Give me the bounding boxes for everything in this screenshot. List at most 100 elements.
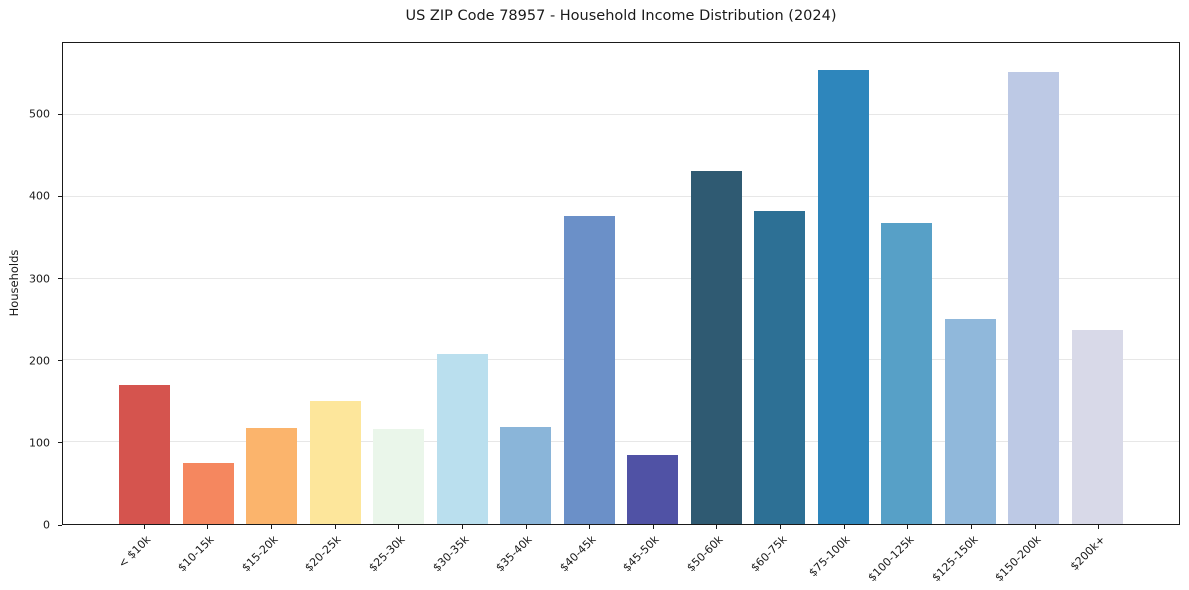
x-tick-slot: $100-125k	[865, 525, 940, 589]
bar-slot	[240, 43, 304, 524]
y-tick-label: 100	[29, 436, 50, 450]
y-tick-mark	[58, 442, 62, 444]
x-tick-slot: $125-150k	[929, 525, 1003, 589]
bar-slot	[685, 43, 749, 524]
x-tick-slot: $150-200k	[993, 525, 1067, 589]
x-tick-mark	[398, 525, 400, 529]
bar-slot	[621, 43, 685, 524]
x-tick-slot: $25-30k	[366, 525, 431, 589]
bar-slot	[812, 43, 876, 524]
y-tick-label: 0	[43, 518, 50, 532]
x-tick-mark	[334, 525, 336, 529]
bar-slot	[748, 43, 812, 524]
bar	[119, 384, 171, 524]
x-tick-slot: $35-40k	[493, 525, 558, 589]
y-tick-mark	[58, 524, 62, 526]
bar-slot	[494, 43, 558, 524]
x-tick-mark	[271, 525, 273, 529]
x-tick-label: $40-45k	[557, 533, 599, 575]
x-tick-label: $60-75k	[747, 533, 790, 575]
bar	[881, 222, 933, 524]
x-tick-label: < $10k	[115, 533, 154, 571]
y-tick-label: 400	[29, 189, 50, 203]
bar-slot	[1002, 43, 1066, 524]
x-tick-mark	[1034, 525, 1036, 529]
x-tick-slot: $50-60k	[684, 525, 749, 589]
bar	[436, 353, 488, 524]
y-tick-label: 500	[29, 107, 50, 121]
x-tick-slot: < $10k	[112, 525, 176, 589]
bar	[817, 70, 869, 524]
x-tick-slot: $10-15k	[175, 525, 240, 589]
x-tick-mark	[652, 525, 654, 529]
bar	[754, 210, 806, 524]
y-axis-ticks: 0 100 200 300 400 500	[0, 42, 62, 532]
gridline	[63, 114, 1179, 115]
x-tick-slot: $200k+	[1066, 525, 1130, 589]
x-tick-slot: $75-100k	[807, 525, 876, 589]
x-tick-mark	[143, 525, 145, 529]
bar-slot	[177, 43, 241, 524]
x-tick-label: $25-30k	[366, 533, 408, 575]
x-tick-mark	[907, 525, 909, 529]
x-tick-slot: $20-25k	[303, 525, 367, 589]
x-tick-label: $35-40k	[493, 533, 535, 575]
x-tick-mark	[207, 525, 209, 529]
x-tick-mark	[1098, 525, 1100, 529]
x-tick-label: $45-50k	[620, 533, 663, 575]
x-tick-slot: $45-50k	[621, 525, 685, 589]
x-tick-label: $20-25k	[302, 533, 344, 575]
x-tick-mark	[461, 525, 463, 529]
bar-slot	[558, 43, 622, 524]
gridline	[63, 441, 1179, 443]
bar-slot	[431, 43, 495, 524]
y-tick-mark	[58, 278, 62, 280]
gridlines	[63, 43, 1179, 524]
y-tick-mark	[58, 195, 62, 197]
bar	[246, 428, 298, 524]
bar-slot	[113, 43, 177, 524]
bar	[627, 455, 679, 524]
x-tick-mark	[843, 525, 845, 529]
y-tick-label: 300	[29, 272, 50, 286]
gridline	[63, 195, 1179, 197]
chart-title: US ZIP Code 78957 - Household Income Dis…	[405, 8, 837, 24]
gridline	[63, 359, 1179, 361]
x-tick-slot: $30-35k	[430, 525, 494, 589]
bar	[690, 171, 742, 524]
bar-slot	[939, 43, 1003, 524]
x-tick-label: $75-100k	[806, 533, 853, 580]
bar-slot	[875, 43, 939, 524]
bar-slot	[304, 43, 368, 524]
x-tick-mark	[716, 525, 718, 529]
x-tick-slot: $40-45k	[557, 525, 621, 589]
bar-slot	[367, 43, 431, 524]
x-tick-mark	[780, 525, 782, 529]
bar	[500, 426, 552, 524]
bars-container	[63, 43, 1179, 524]
y-tick-mark	[58, 113, 62, 115]
x-axis-ticks: < $10k $10-15k $15-20k $20-25k $25-30k $30-35…	[62, 525, 1180, 589]
x-tick-label: $200k+	[1067, 533, 1108, 574]
bar-slot	[1066, 43, 1130, 524]
x-tick-label: $15-20k	[238, 533, 281, 575]
gridline	[63, 277, 1179, 279]
x-tick-label: $30-35k	[429, 533, 472, 575]
bar	[182, 462, 234, 524]
x-tick-mark	[970, 525, 972, 529]
y-tick-label: 200	[29, 354, 50, 368]
bar	[1071, 330, 1123, 524]
x-tick-mark	[525, 525, 527, 529]
x-tick-slot: $15-20k	[239, 525, 303, 589]
x-tick-slot: $60-75k	[748, 525, 812, 589]
y-tick-mark	[58, 360, 62, 362]
bar	[563, 215, 615, 524]
x-tick-label: $50-60k	[684, 533, 726, 575]
bar	[373, 429, 425, 524]
plot-area	[62, 42, 1180, 525]
bar	[309, 401, 361, 524]
x-tick-label: $10-15k	[175, 533, 217, 575]
bar	[944, 318, 996, 524]
x-tick-mark	[589, 525, 591, 529]
